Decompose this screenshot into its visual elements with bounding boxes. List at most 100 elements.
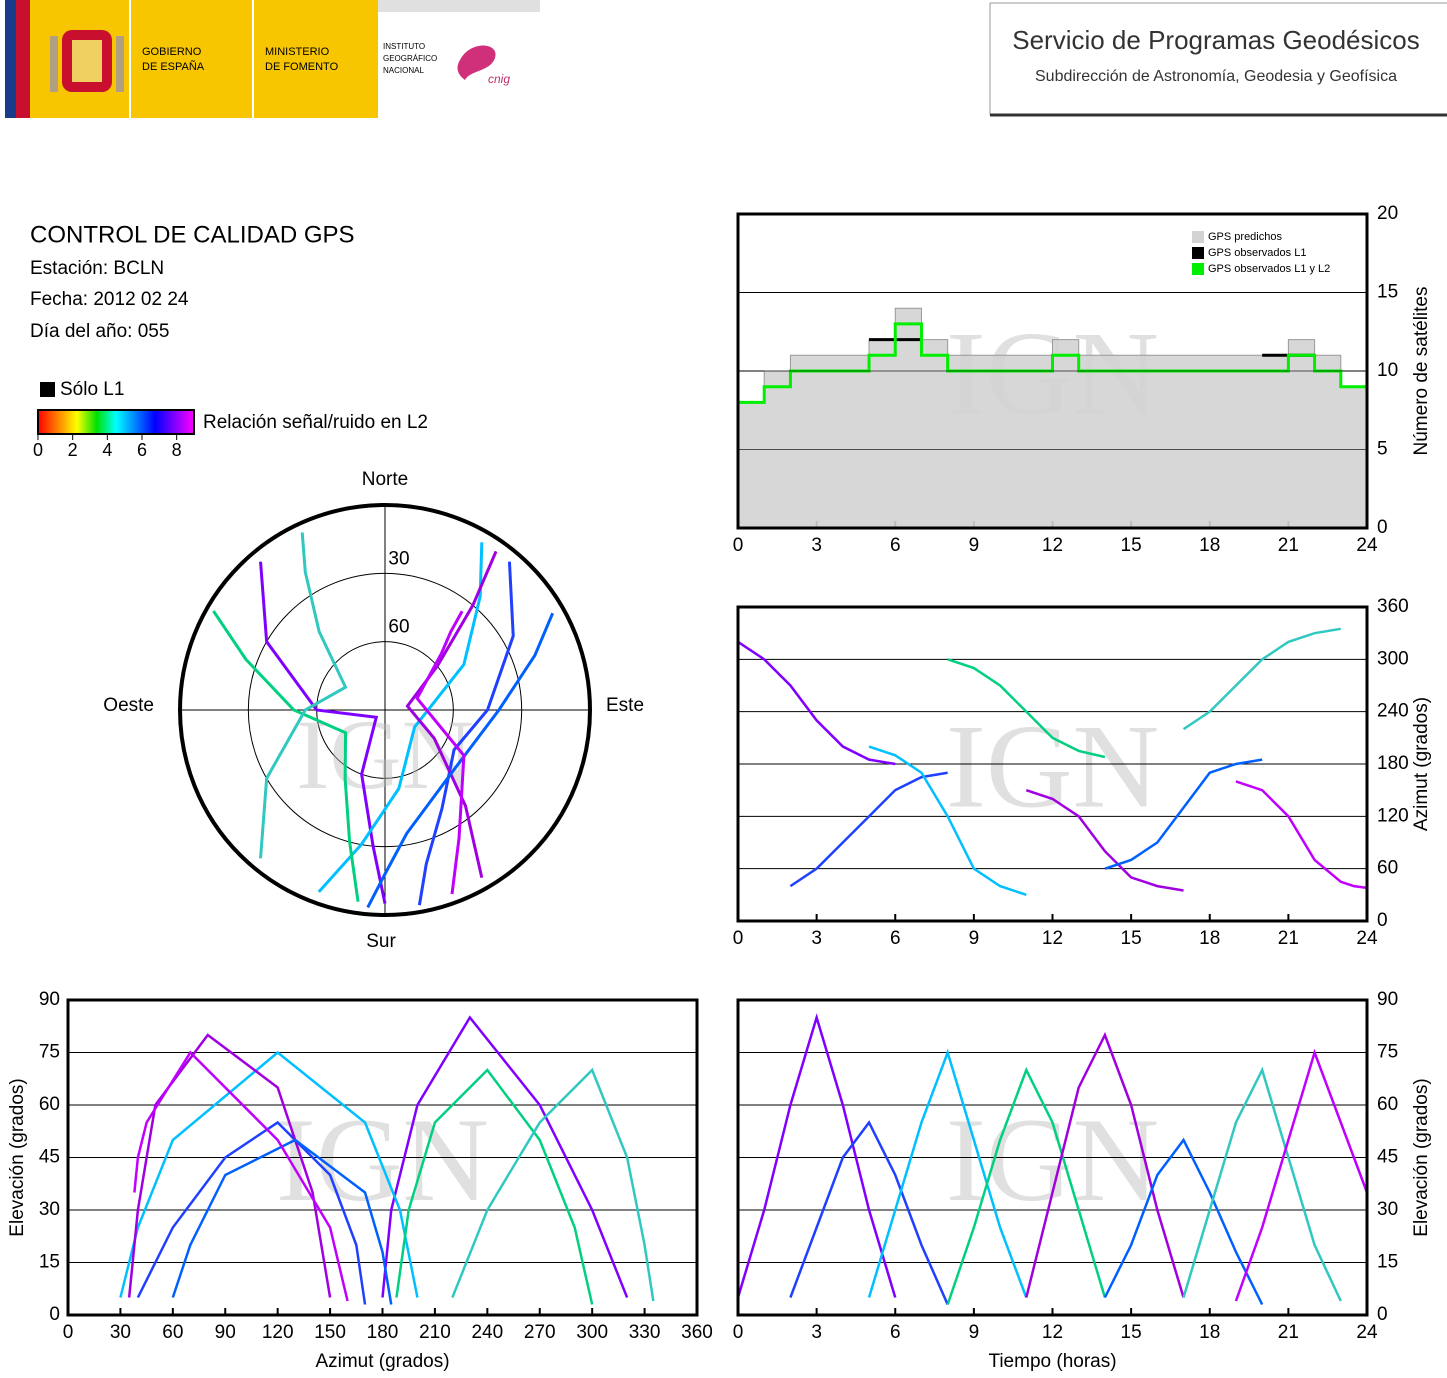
satellite-track (868, 745, 1027, 897)
watermark: IGN (296, 699, 474, 810)
x-tick-label: 60 (162, 1322, 183, 1343)
satellite-track (946, 1066, 1107, 1305)
satellite-track (867, 1048, 1028, 1298)
satellite-track (259, 532, 348, 859)
colorbar-tick-label: 4 (102, 440, 112, 460)
colorbar-tick-label: 0 (33, 440, 43, 460)
y-tick-label: 60 (1377, 858, 1398, 879)
y-tick-label: 0 (1377, 1304, 1388, 1325)
coat-of-arms (50, 36, 58, 92)
satellite-track (133, 1050, 349, 1302)
colorbar-tick-label: 6 (137, 440, 147, 460)
x-tick-label: 0 (63, 1322, 74, 1343)
watermark: IGN (946, 1093, 1159, 1226)
watermark: IGN (276, 1093, 489, 1226)
satellite-track (381, 1015, 629, 1298)
legend-swatch (1192, 231, 1204, 243)
x-tick-label: 360 (681, 1322, 713, 1343)
y-axis-label: Número de satélites (1411, 287, 1432, 456)
cnig-text: cnig (488, 72, 510, 86)
y-tick-label: 15 (1377, 282, 1398, 303)
ign-text: INSTITUTO (383, 42, 425, 51)
satellite-track (317, 542, 484, 893)
direction-label: Este (606, 695, 644, 716)
satellite-track (1104, 758, 1263, 870)
satellite-track (127, 1033, 332, 1298)
y-tick-label: 0 (1377, 910, 1388, 931)
gov-text: GOBIERNO (142, 46, 202, 58)
flag-strip (16, 0, 30, 118)
satellite-track (119, 1050, 419, 1298)
plot-marks (738, 627, 1367, 897)
plot-frame (736, 212, 1369, 530)
y-tick-label: 0 (49, 1304, 60, 1325)
x-tick-label: 12 (1042, 535, 1063, 556)
x-tick-label: 240 (471, 1322, 503, 1343)
direction-label: Norte (362, 469, 408, 490)
x-tick-label: 150 (314, 1322, 346, 1343)
x-tick-label: 21 (1278, 1322, 1299, 1343)
y-tick-label: 360 (1377, 596, 1409, 617)
satellite-track (789, 771, 948, 888)
legend-label: GPS predichos (1208, 231, 1282, 243)
y-tick-label: 30 (39, 1199, 60, 1220)
x-axis-label: Azimut (grados) (315, 1351, 449, 1372)
header-logos: GOBIERNO DE ESPAÑA MINISTERIO DE FOMENTO… (5, 0, 540, 118)
x-tick-label: 15 (1121, 535, 1142, 556)
x-tick-label: 0 (733, 1322, 744, 1343)
colorbar-label: Relación señal/ruido en L2 (203, 412, 428, 433)
elevation-label: 60 (388, 617, 409, 638)
x-tick-label: 270 (524, 1322, 556, 1343)
x-tick-label: 6 (890, 928, 901, 949)
x-tick-label: 24 (1356, 928, 1378, 949)
plot-frame (736, 998, 1369, 1317)
x-tick-label: 18 (1199, 1322, 1220, 1343)
x-tick-label: 12 (1042, 1322, 1063, 1343)
flag-strip (5, 0, 16, 118)
gov-text: DE ESPAÑA (142, 60, 205, 73)
y-axis-label: Elevación (grados) (7, 1078, 28, 1236)
satellite-track (789, 1120, 949, 1306)
satellite-track (366, 612, 555, 909)
y-tick-label: 90 (39, 989, 60, 1010)
x-tick-label: 15 (1121, 1322, 1142, 1343)
x-tick-label: 30 (110, 1322, 131, 1343)
gray-band (378, 0, 540, 12)
info-line: Estación: BCLN (30, 258, 164, 279)
y-tick-label: 20 (1377, 203, 1398, 224)
cnig-logo (457, 45, 496, 80)
x-tick-label: 9 (969, 928, 980, 949)
step-area (738, 307, 1367, 528)
elevation-ring (247, 572, 523, 848)
x-tick-label: 120 (262, 1322, 294, 1343)
x-tick-label: 24 (1356, 535, 1378, 556)
colorbar-tick-label: 8 (172, 440, 182, 460)
plot-marks (738, 1013, 1367, 1306)
satellite-track (1182, 627, 1341, 731)
satellite-track (451, 1067, 655, 1302)
legend-swatch (1192, 263, 1204, 275)
y-tick-label: 60 (39, 1094, 60, 1115)
header-title: Servicio de Programas Geodésicos (1012, 25, 1420, 55)
y-tick-label: 180 (1377, 753, 1409, 774)
direction-label: Oeste (103, 695, 154, 716)
y-tick-label: 90 (1377, 989, 1398, 1010)
plot-marks (738, 214, 1367, 528)
satellite-track (1182, 1066, 1342, 1302)
satellite-track (259, 561, 387, 904)
satellite-track (395, 1068, 594, 1305)
satellite-track (405, 550, 498, 879)
plot-frame (736, 605, 1369, 923)
satellite-track (212, 610, 360, 902)
x-tick-label: 6 (890, 535, 901, 556)
plot-frame (66, 998, 699, 1317)
x-tick-label: 3 (811, 535, 822, 556)
watermark: IGN (946, 700, 1159, 833)
y-tick-label: 30 (1377, 1199, 1398, 1220)
y-tick-label: 0 (1377, 517, 1388, 538)
y-tick-label: 10 (1377, 360, 1398, 381)
satellite-track (738, 1013, 897, 1298)
x-tick-label: 180 (367, 1322, 399, 1343)
x-axis-label: Tiempo (horas) (988, 1351, 1116, 1372)
x-tick-label: 6 (890, 1322, 901, 1343)
